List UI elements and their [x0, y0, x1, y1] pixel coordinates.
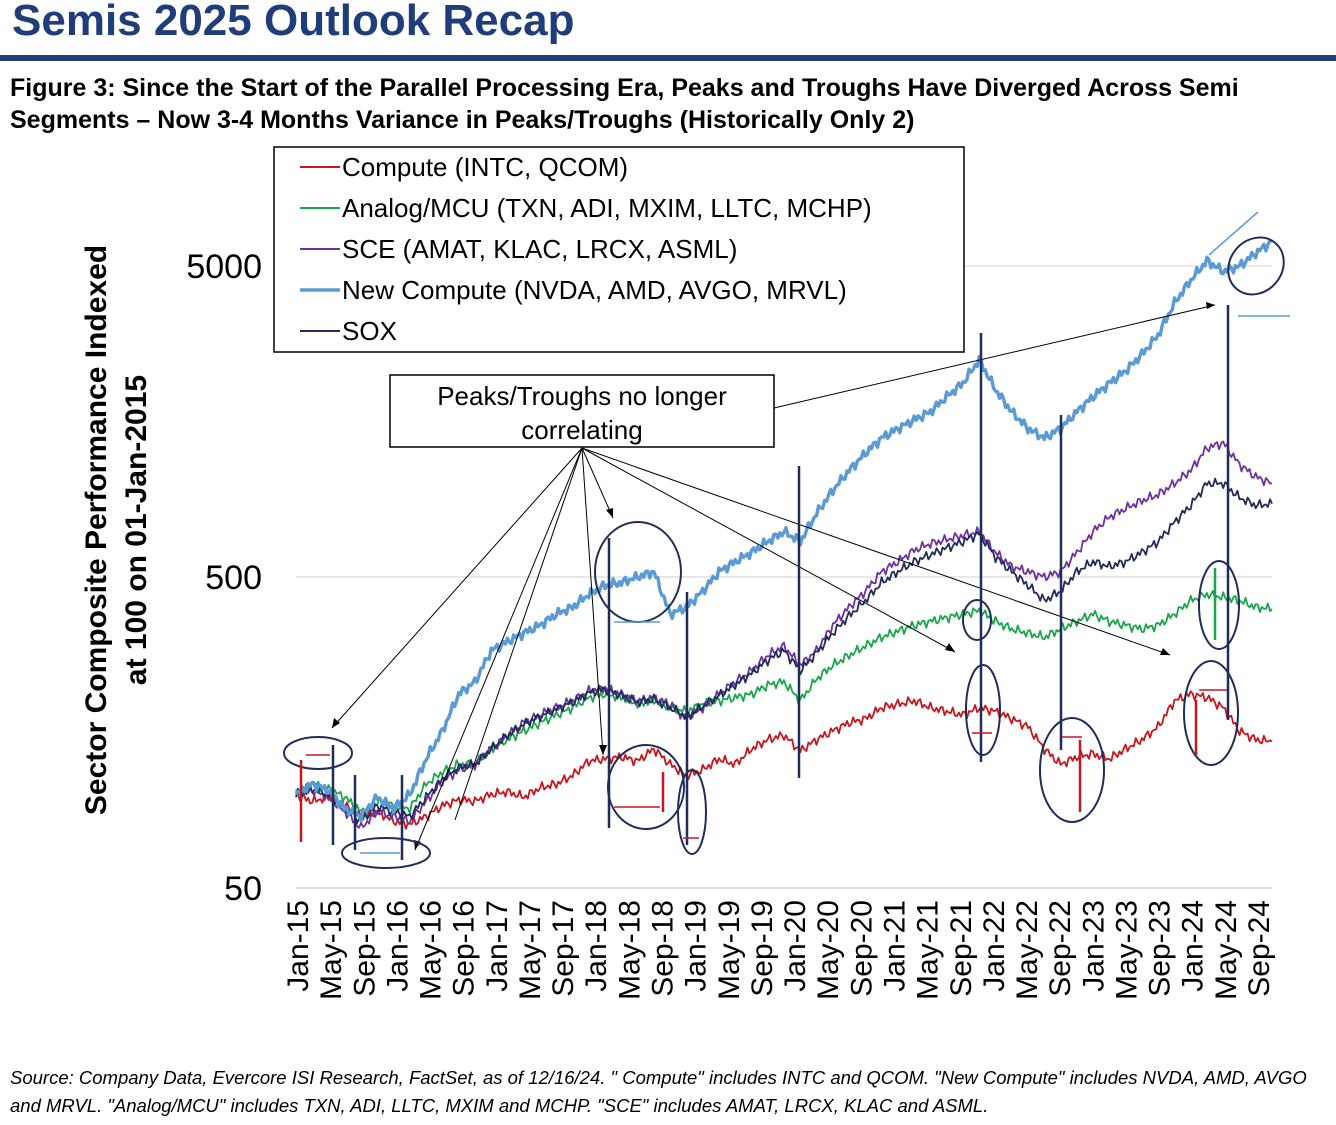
figure-title: Figure 3: Since the Start of the Paralle…: [10, 74, 1239, 134]
arrow-line: [581, 447, 604, 756]
y-axis-label-line1: Sector Composite Performance Indexed: [80, 245, 113, 815]
y-axis-label-line2: at 100 on 01-Jan-2015: [120, 375, 153, 685]
x-tick-label: Sep-16: [448, 900, 481, 997]
arrow-head: [1206, 302, 1215, 309]
chart: 50 500 5000 Jan-15 May-15 Sep-15 Jan-16 May-16…: [80, 146, 1290, 1000]
x-tick-label: Sep-17: [547, 900, 580, 997]
arrow-line: [331, 447, 583, 729]
x-tick-label: May-24: [1210, 900, 1243, 1000]
highlight-ellipse: [677, 769, 707, 855]
highlight-ellipse: [962, 599, 992, 641]
x-tick-label: Jan-22: [978, 900, 1011, 992]
arrow-line: [581, 447, 614, 519]
x-tick-label: May-17: [514, 900, 547, 1000]
legend-label-sox: SOX: [342, 316, 397, 346]
source-note: Source: Company Data, Evercore ISI Resea…: [10, 1067, 1307, 1116]
x-tick-label: Jan-15: [282, 900, 315, 992]
highlight-ellipse: [1227, 236, 1285, 296]
legend-box: [273, 146, 965, 353]
highlight-ellipse: [965, 664, 1001, 756]
title-rule: [0, 55, 1336, 61]
x-tick-label: Sep-19: [746, 900, 779, 997]
legend-label-compute: Compute (INTC, QCOM): [342, 152, 628, 182]
x-tick-label: Jan-24: [1177, 900, 1210, 992]
x-tick-label: Sep-24: [1243, 900, 1276, 997]
annotation-box: [389, 374, 775, 448]
span-arrow: [1208, 211, 1259, 256]
x-tick-label: May-23: [1110, 900, 1143, 1000]
x-tick-label: May-16: [415, 900, 448, 1000]
annotation-line1: Peaks/Troughs no longer: [437, 381, 727, 411]
page-title: Semis 2025 Outlook Recap: [12, 0, 575, 45]
series-lines: [294, 238, 1273, 830]
x-tick-label: May-21: [912, 900, 945, 1000]
y-axis-ticks: 50 500 5000: [186, 248, 262, 908]
highlight-ellipse: [1183, 660, 1239, 766]
x-tick-label: Sep-20: [845, 900, 878, 997]
span-markers: [299, 568, 1217, 842]
arrow-head: [945, 643, 955, 652]
annotation-arrows: [331, 304, 1216, 851]
peak-markers: [331, 305, 1230, 860]
x-tick-label: Jan-23: [1077, 900, 1110, 992]
x-tick-label: Jan-19: [680, 900, 713, 992]
x-tick-label: May-22: [1011, 900, 1044, 1000]
span-arrows: [306, 211, 1290, 854]
x-tick-label: Sep-21: [945, 900, 978, 997]
x-tick-label: May-15: [315, 900, 348, 1000]
highlight-ellipse: [283, 736, 353, 770]
series-line-analog: [295, 590, 1273, 816]
highlight-ellipses: [283, 236, 1285, 869]
annotation: Peaks/Troughs no longer correlating: [389, 374, 775, 448]
arrow-line: [581, 447, 1171, 656]
legend: Compute (INTC, QCOM) Analog/MCU (TXN, ADI…: [273, 146, 965, 353]
arrow-head: [606, 508, 613, 518]
arrow-head: [599, 745, 607, 755]
x-tick-label: May-18: [613, 900, 646, 1000]
x-axis-ticks: Jan-15 May-15 Sep-15 Jan-16 May-16 Sep-16 Jan-…: [282, 900, 1276, 1000]
x-tick-label: May-19: [713, 900, 746, 1000]
arrow-line: [773, 304, 1216, 409]
series-line-new_compute: [294, 238, 1273, 823]
arrow-head: [1160, 648, 1170, 655]
series-line-sce: [295, 440, 1273, 829]
x-tick-label: May-20: [812, 900, 845, 1000]
x-tick-label: Sep-23: [1144, 900, 1177, 997]
highlight-ellipse: [1039, 717, 1105, 823]
x-tick-label: Jan-21: [878, 900, 911, 992]
x-tick-label: Sep-15: [348, 900, 381, 997]
x-tick-label: Sep-22: [1044, 900, 1077, 997]
annotation-line2: correlating: [521, 415, 642, 445]
y-tick-label: 50: [224, 870, 262, 908]
arrow-head: [332, 718, 340, 728]
series-line-sox: [295, 477, 1273, 825]
legend-label-new_compute: New Compute (NVDA, AMD, AVGO, MRVL): [342, 275, 847, 305]
x-tick-label: Sep-18: [647, 900, 680, 997]
x-tick-label: Jan-16: [381, 900, 414, 992]
highlight-ellipse: [1198, 560, 1240, 650]
y-tick-label: 500: [205, 559, 262, 597]
legend-label-sce: SCE (AMAT, KLAC, LRCX, ASML): [342, 234, 737, 264]
arrow-line: [581, 447, 956, 653]
legend-label-analog: Analog/MCU (TXN, ADI, MXIM, LLTC, MCHP): [342, 193, 872, 223]
series-line-compute: [295, 690, 1273, 830]
x-tick-label: Jan-17: [481, 900, 514, 992]
arrow-line: [454, 447, 583, 821]
x-tick-label: Jan-18: [580, 900, 613, 992]
y-tick-label: 5000: [186, 248, 262, 286]
x-tick-label: Jan-20: [779, 900, 812, 992]
arrow-line: [414, 447, 583, 851]
highlight-ellipse: [341, 837, 431, 869]
